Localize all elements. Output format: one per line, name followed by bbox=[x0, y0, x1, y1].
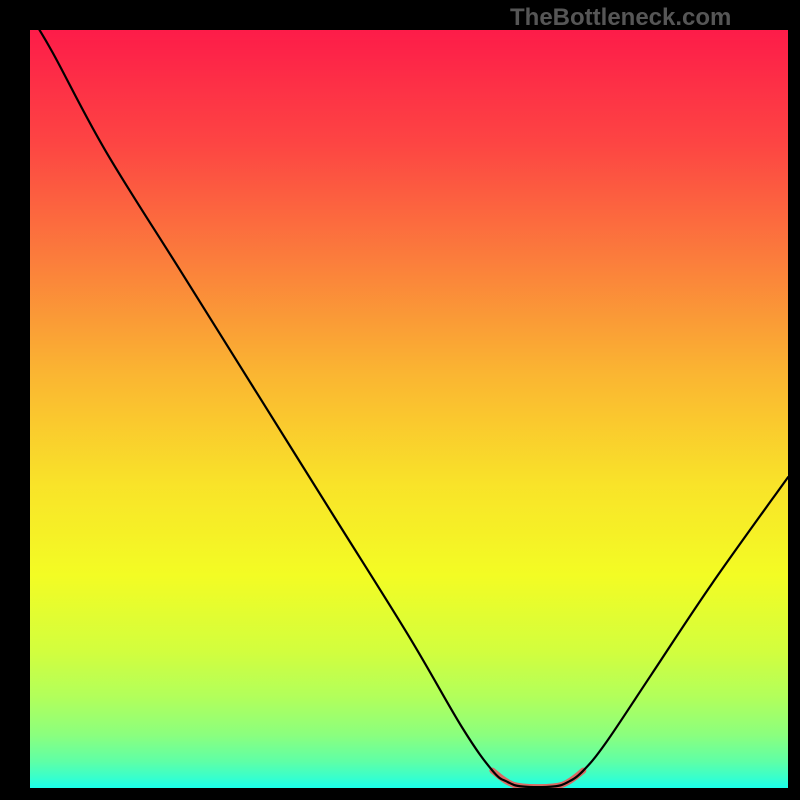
watermark-text: TheBottleneck.com bbox=[510, 4, 731, 32]
chart-container: TheBottleneck.com bbox=[0, 0, 800, 800]
plot-area bbox=[30, 30, 788, 788]
gradient-background bbox=[30, 30, 788, 788]
chart-svg bbox=[30, 30, 788, 788]
